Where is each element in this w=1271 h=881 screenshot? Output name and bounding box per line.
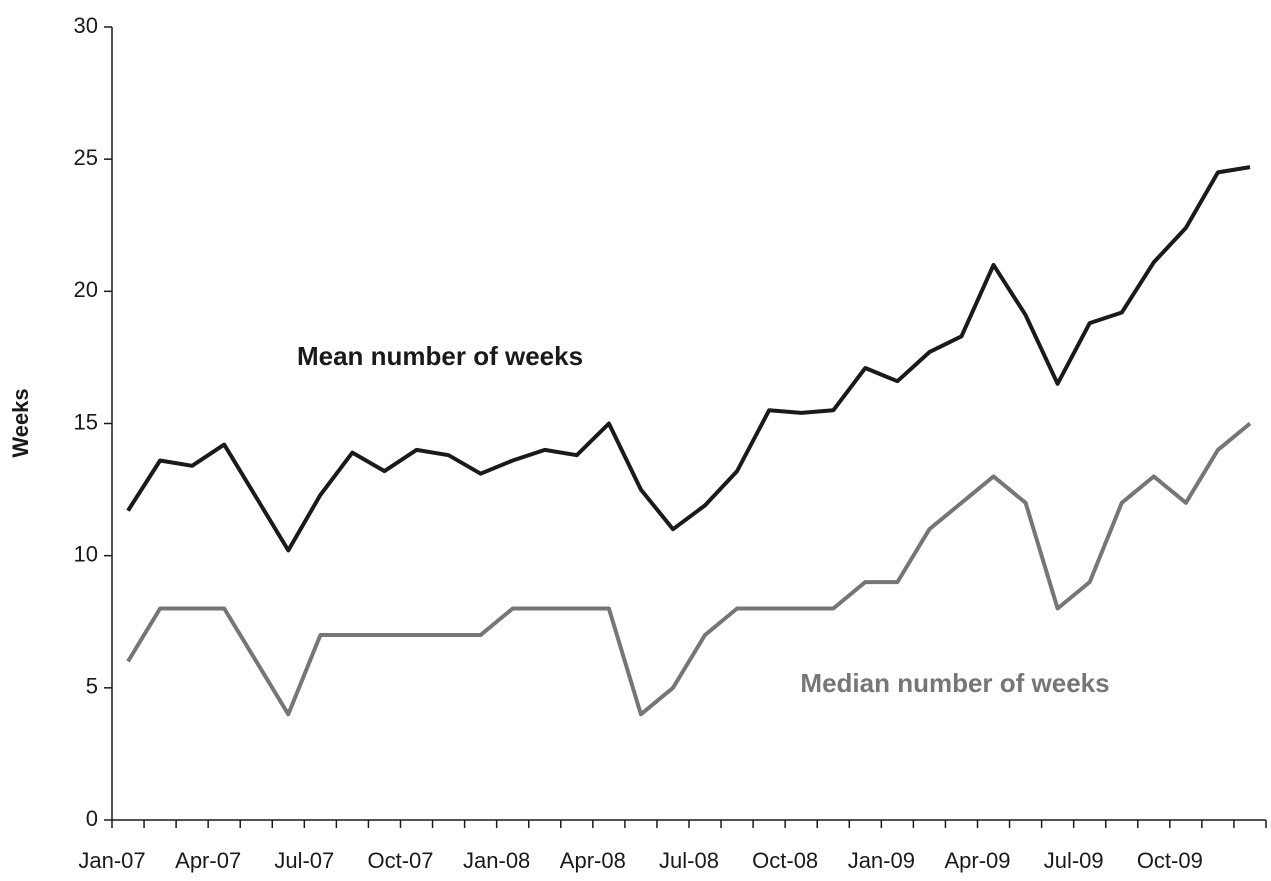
y-axis-label: Weeks <box>8 388 33 457</box>
x-tick-label: Jul-09 <box>1044 848 1104 873</box>
y-tick-label: 15 <box>74 409 98 434</box>
series-label: Median number of weeks <box>800 668 1109 698</box>
x-tick-label: Apr-07 <box>175 848 241 873</box>
x-tick-label: Apr-08 <box>560 848 626 873</box>
y-tick-label: 20 <box>74 277 98 302</box>
x-tick-label: Apr-09 <box>944 848 1010 873</box>
x-tick-label: Oct-07 <box>367 848 433 873</box>
x-tick-label: Jan-08 <box>463 848 530 873</box>
x-tick-label: Jul-07 <box>274 848 334 873</box>
x-tick-label: Oct-08 <box>752 848 818 873</box>
y-tick-label: 30 <box>74 13 98 38</box>
y-tick-label: 10 <box>74 541 98 566</box>
series-line <box>126 421 1252 717</box>
series-label: Mean number of weeks <box>297 341 583 371</box>
x-tick-label: Oct-09 <box>1137 848 1203 873</box>
y-tick-label: 25 <box>74 145 98 170</box>
y-tick-label: 0 <box>86 806 98 831</box>
x-tick-label: Jul-08 <box>659 848 719 873</box>
series-line <box>126 165 1251 553</box>
y-tick-label: 5 <box>86 674 98 699</box>
x-tick-label: Jan-09 <box>848 848 915 873</box>
x-tick-label: Jan-07 <box>78 848 145 873</box>
